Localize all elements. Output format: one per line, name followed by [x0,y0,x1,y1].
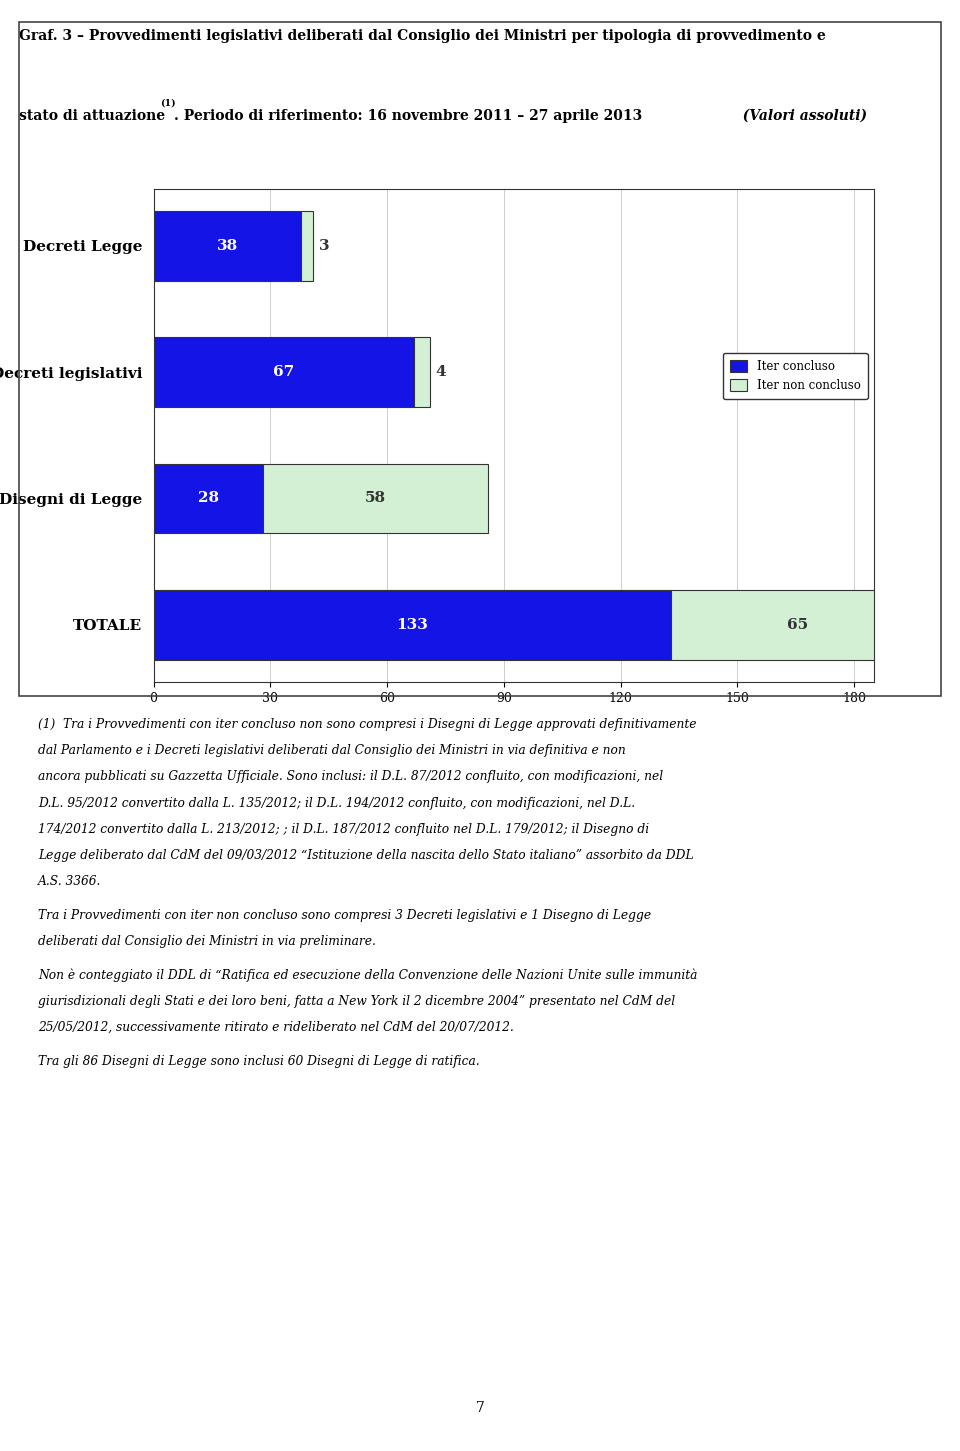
Text: 65: 65 [787,618,808,631]
Bar [263,464,489,533]
Bar [671,591,924,660]
Text: (1): (1) [160,99,176,107]
Bar [154,464,263,533]
Text: 38: 38 [217,239,238,252]
Text: 7: 7 [475,1400,485,1415]
Text: ancora pubblicati su Gazzetta Ufficiale. Sono inclusi: il D.L. 87/2012 confluito: ancora pubblicati su Gazzetta Ufficiale.… [38,770,663,784]
Legend: Iter concluso, Iter non concluso: Iter concluso, Iter non concluso [723,353,868,399]
Text: 4: 4 [436,366,446,379]
Text: (Valori assoluti): (Valori assoluti) [733,109,868,123]
Text: D.L. 95/2012 convertito dalla L. 135/2012; il D.L. 194/2012 confluito, con modif: D.L. 95/2012 convertito dalla L. 135/201… [38,797,636,810]
Bar [154,591,671,660]
Text: 28: 28 [198,492,219,505]
Text: Tra i Provvedimenti con iter non concluso sono compresi 3 Decreti legislativi e : Tra i Provvedimenti con iter non conclus… [38,908,652,921]
Bar [301,210,313,280]
Text: 174/2012 convertito dalla L. 213/2012; ; il D.L. 187/2012 confluito nel D.L. 179: 174/2012 convertito dalla L. 213/2012; ;… [38,823,650,836]
Bar [154,210,301,280]
Text: Non è conteggiato il DDL di “Ratifica ed esecuzione della Convenzione delle Nazi: Non è conteggiato il DDL di “Ratifica ed… [38,969,698,982]
Text: deliberati dal Consiglio dei Ministri in via preliminare.: deliberati dal Consiglio dei Ministri in… [38,934,376,948]
Text: 133: 133 [396,618,428,631]
Text: Legge deliberato dal CdM del 09/03/2012 “Istituzione della nascita dello Stato i: Legge deliberato dal CdM del 09/03/2012 … [38,849,694,862]
Text: giurisdizionali degli Stati e dei loro beni, fatta a New York il 2 dicembre 2004: giurisdizionali degli Stati e dei loro b… [38,995,676,1008]
Bar [154,338,415,406]
Text: dal Parlamento e i Decreti legislativi deliberati dal Consiglio dei Ministri in : dal Parlamento e i Decreti legislativi d… [38,744,626,757]
Text: 58: 58 [365,492,386,505]
Bar [415,338,430,406]
Text: . Periodo di riferimento: 16 novembre 2011 – 27 aprile 2013: . Periodo di riferimento: 16 novembre 20… [174,109,642,123]
Text: 67: 67 [274,366,295,379]
Text: Graf. 3 – Provvedimenti legislativi deliberati dal Consiglio dei Ministri per ti: Graf. 3 – Provvedimenti legislativi deli… [19,29,826,44]
Text: stato di attuazione: stato di attuazione [19,109,165,123]
Text: (1)  Tra i Provvedimenti con iter concluso non sono compresi i Disegni di Legge : (1) Tra i Provvedimenti con iter conclus… [38,718,697,731]
Text: 3: 3 [319,239,329,252]
Text: A.S. 3366.: A.S. 3366. [38,875,102,888]
Text: 25/05/2012, successivamente ritirato e rideliberato nel CdM del 20/07/2012.: 25/05/2012, successivamente ritirato e r… [38,1022,515,1035]
Text: Tra gli 86 Disegni di Legge sono inclusi 60 Disegni di Legge di ratifica.: Tra gli 86 Disegni di Legge sono inclusi… [38,1055,480,1068]
